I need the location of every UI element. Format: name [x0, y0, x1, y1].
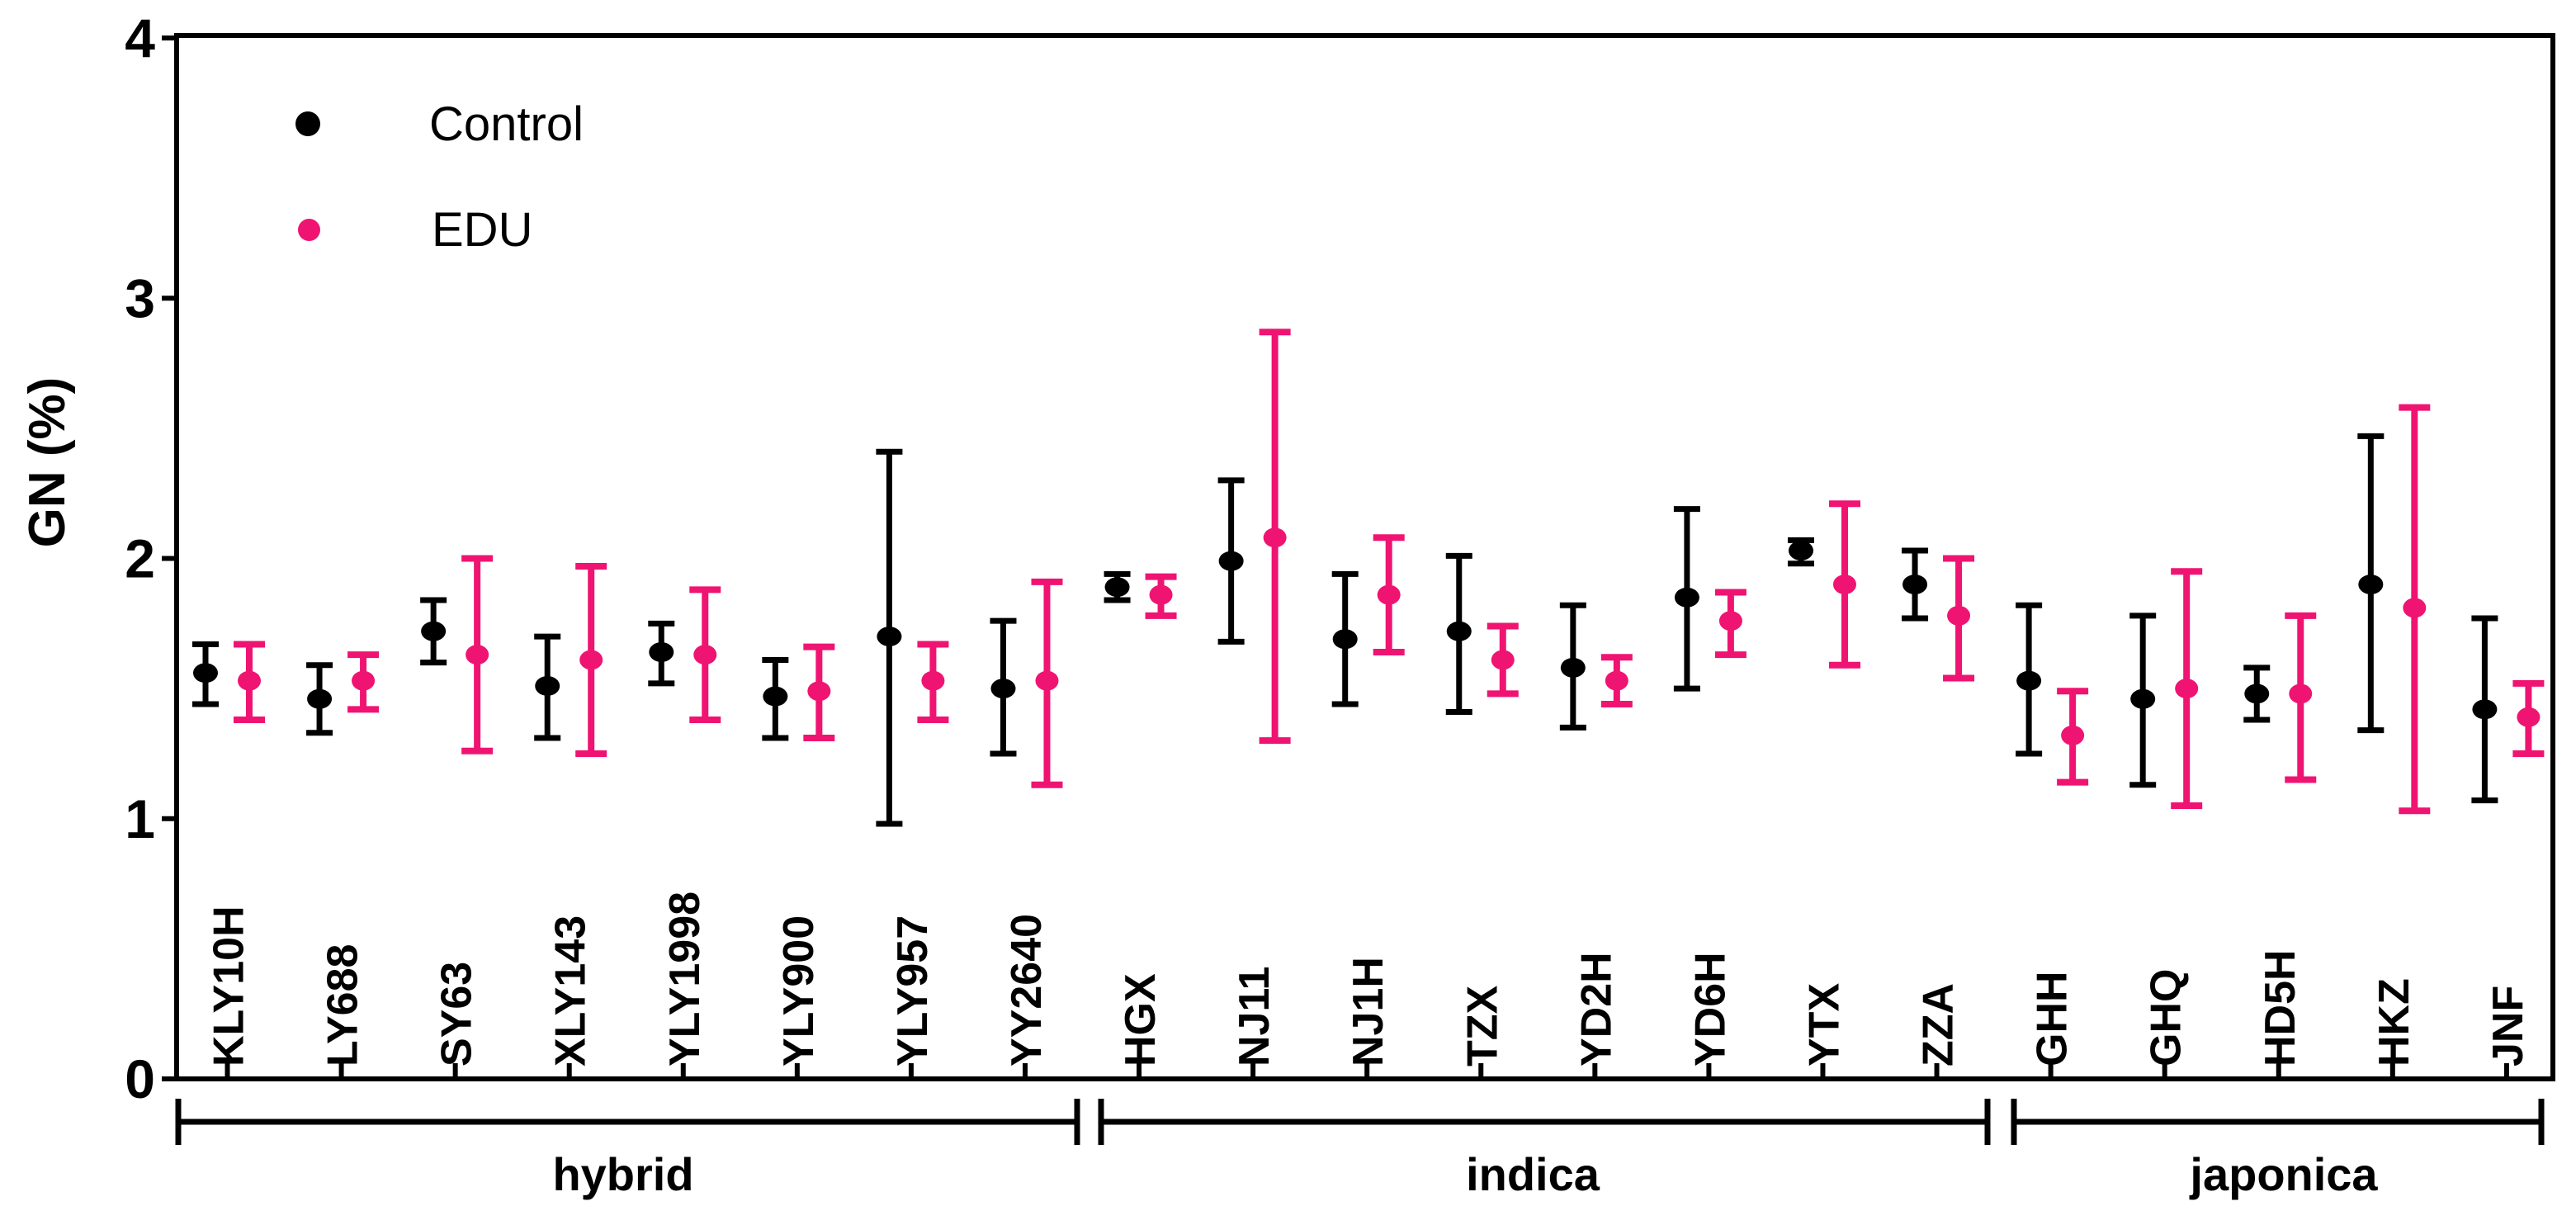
edu-point	[1149, 584, 1173, 605]
edu-point	[1491, 650, 1515, 670]
x-tick-label: GHH	[2029, 971, 2077, 1067]
legend-item-control: Control	[295, 95, 584, 153]
control-point	[2472, 699, 2498, 720]
control-point	[2244, 683, 2270, 704]
x-tick-label: HD5H	[2257, 949, 2304, 1067]
x-tick-label: ZZA	[1915, 983, 1963, 1067]
x-tick-label: HGX	[1117, 973, 1165, 1067]
edu-point	[1263, 527, 1287, 548]
plot-frame	[174, 33, 2555, 1081]
x-tick-label: GHQ	[2143, 969, 2191, 1067]
edu-point	[2517, 707, 2541, 727]
edu-point	[807, 681, 831, 702]
control-point	[1788, 541, 1813, 561]
edu-point	[579, 650, 603, 670]
control-point	[990, 679, 1016, 699]
control-point	[2016, 670, 2042, 691]
group-label: hybrid	[552, 1148, 693, 1200]
x-tick-label: NJ11	[1231, 967, 1279, 1067]
x-tick-label: YTX	[1800, 983, 1848, 1067]
control-point	[1902, 575, 1928, 595]
edu-point	[2403, 598, 2427, 618]
x-tick-label: YLY900	[775, 915, 823, 1067]
x-tick-label: XLY143	[547, 915, 595, 1067]
x-tick-label: YY2640	[1003, 914, 1051, 1067]
x-tick-label: TZX	[1458, 985, 1506, 1067]
x-tick-label: SY63	[433, 962, 481, 1067]
y-tick-label: 3	[125, 267, 155, 329]
control-point	[1332, 629, 1358, 650]
group-label: indica	[1466, 1148, 1600, 1200]
legend-item-edu: EDU	[298, 201, 532, 258]
control-point	[421, 621, 447, 641]
x-tick-label: KLY10H	[206, 906, 253, 1067]
y-tick-label: 4	[125, 7, 155, 69]
edu-point	[1947, 605, 1971, 626]
edu-point	[466, 645, 489, 665]
edu-point	[1832, 575, 1856, 595]
x-tick-label: YD6H	[1686, 952, 1734, 1067]
legend-label-control: Control	[429, 97, 584, 151]
control-point	[1104, 577, 1130, 598]
edu-point	[693, 645, 717, 665]
control-point	[649, 641, 674, 662]
legend-label-edu: EDU	[432, 202, 533, 257]
control-point	[535, 675, 560, 696]
y-tick-label: 2	[125, 528, 155, 589]
edu-point	[921, 670, 945, 691]
edu-point	[238, 670, 261, 691]
control-point	[877, 627, 902, 647]
y-tick-label: 1	[125, 788, 155, 849]
edu-point	[2061, 725, 2085, 745]
y-tick-label: 0	[125, 1048, 155, 1109]
control-point	[2358, 575, 2384, 595]
group-label: japonica	[2189, 1148, 2378, 1200]
y-axis-title: GN (%)	[19, 376, 76, 548]
control-point	[1674, 587, 1699, 608]
edu-point	[2289, 683, 2313, 704]
control-marker-icon	[295, 111, 320, 136]
x-tick-label: NJ1H	[1345, 957, 1392, 1067]
edu-point	[1035, 670, 1059, 691]
edu-marker-icon	[298, 218, 320, 241]
edu-point	[1377, 584, 1401, 605]
control-point	[763, 686, 788, 707]
x-tick-label: LY688	[319, 944, 367, 1067]
x-tick-label: YLY957	[889, 915, 937, 1067]
control-point	[1560, 657, 1586, 678]
edu-point	[1605, 670, 1628, 691]
control-point	[193, 663, 218, 683]
x-tick-label: YLY1998	[661, 892, 709, 1067]
edu-point	[2175, 679, 2199, 699]
x-tick-label: YD2H	[1572, 952, 1620, 1067]
control-point	[307, 688, 333, 709]
x-tick-label: HKZ	[2370, 978, 2418, 1067]
control-point	[1446, 621, 1472, 641]
edu-point	[1718, 611, 1742, 631]
control-point	[2130, 688, 2156, 709]
x-tick-label: JNF	[2484, 986, 2532, 1067]
edu-point	[352, 670, 376, 691]
control-point	[1218, 551, 1244, 571]
